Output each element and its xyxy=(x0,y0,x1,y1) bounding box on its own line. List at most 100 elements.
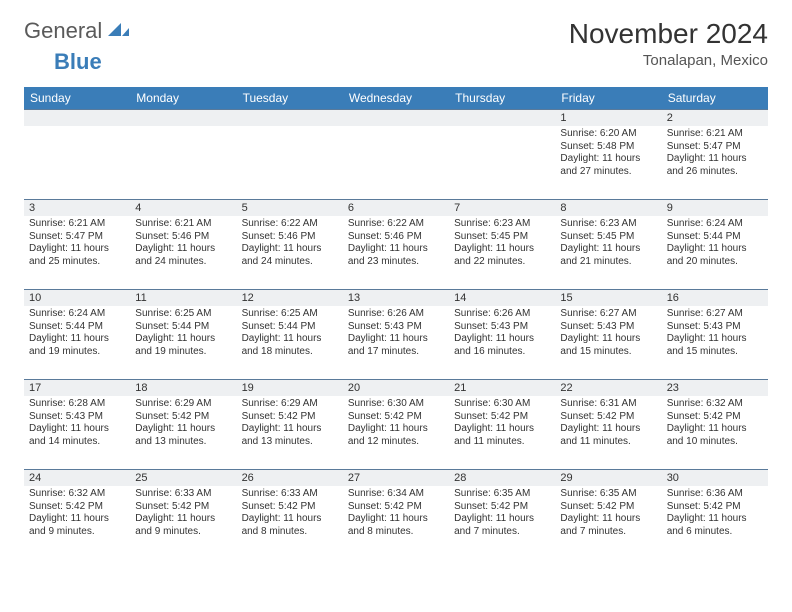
calendar-cell xyxy=(237,110,343,200)
sunset-text: Sunset: 5:42 PM xyxy=(667,501,763,514)
calendar-cell: 11Sunrise: 6:25 AMSunset: 5:44 PMDayligh… xyxy=(130,290,236,380)
calendar-cell: 17Sunrise: 6:28 AMSunset: 5:43 PMDayligh… xyxy=(24,380,130,470)
daylight-text: Daylight: 11 hours and 9 minutes. xyxy=(135,513,231,538)
sunset-text: Sunset: 5:42 PM xyxy=(242,501,338,514)
calendar-cell: 26Sunrise: 6:33 AMSunset: 5:42 PMDayligh… xyxy=(237,470,343,560)
daylight-text: Daylight: 11 hours and 17 minutes. xyxy=(348,333,444,358)
daylight-text: Daylight: 11 hours and 15 minutes. xyxy=(560,333,656,358)
day-data: Sunrise: 6:35 AMSunset: 5:42 PMDaylight:… xyxy=(555,486,661,542)
logo-triangle-icon xyxy=(108,21,130,42)
sunset-text: Sunset: 5:43 PM xyxy=(667,321,763,334)
sunset-text: Sunset: 5:42 PM xyxy=(560,411,656,424)
day-data: Sunrise: 6:29 AMSunset: 5:42 PMDaylight:… xyxy=(237,396,343,452)
sunset-text: Sunset: 5:43 PM xyxy=(29,411,125,424)
day-number xyxy=(24,110,130,126)
day-data: Sunrise: 6:22 AMSunset: 5:46 PMDaylight:… xyxy=(237,216,343,272)
sunrise-text: Sunrise: 6:21 AM xyxy=(135,218,231,231)
location: Tonalapan, Mexico xyxy=(569,52,768,69)
day-data: Sunrise: 6:30 AMSunset: 5:42 PMDaylight:… xyxy=(343,396,449,452)
calendar-week-row: 3Sunrise: 6:21 AMSunset: 5:47 PMDaylight… xyxy=(24,200,768,290)
day-number: 29 xyxy=(555,470,661,486)
day-header: Monday xyxy=(130,87,236,110)
day-number: 8 xyxy=(555,200,661,216)
day-data: Sunrise: 6:24 AMSunset: 5:44 PMDaylight:… xyxy=(24,306,130,362)
sunrise-text: Sunrise: 6:25 AM xyxy=(135,308,231,321)
sunset-text: Sunset: 5:46 PM xyxy=(348,231,444,244)
sunrise-text: Sunrise: 6:22 AM xyxy=(348,218,444,231)
title-block: November 2024 Tonalapan, Mexico xyxy=(569,18,768,69)
day-number: 6 xyxy=(343,200,449,216)
calendar-cell: 22Sunrise: 6:31 AMSunset: 5:42 PMDayligh… xyxy=(555,380,661,470)
sunrise-text: Sunrise: 6:30 AM xyxy=(454,398,550,411)
calendar-cell: 19Sunrise: 6:29 AMSunset: 5:42 PMDayligh… xyxy=(237,380,343,470)
day-number: 21 xyxy=(449,380,555,396)
sunrise-text: Sunrise: 6:29 AM xyxy=(242,398,338,411)
sunset-text: Sunset: 5:42 PM xyxy=(560,501,656,514)
daylight-text: Daylight: 11 hours and 25 minutes. xyxy=(29,243,125,268)
logo: General xyxy=(24,18,132,44)
day-number: 13 xyxy=(343,290,449,306)
calendar-cell: 21Sunrise: 6:30 AMSunset: 5:42 PMDayligh… xyxy=(449,380,555,470)
sunrise-text: Sunrise: 6:33 AM xyxy=(135,488,231,501)
daylight-text: Daylight: 11 hours and 21 minutes. xyxy=(560,243,656,268)
sunrise-text: Sunrise: 6:32 AM xyxy=(667,398,763,411)
day-data: Sunrise: 6:35 AMSunset: 5:42 PMDaylight:… xyxy=(449,486,555,542)
day-number xyxy=(237,110,343,126)
sunrise-text: Sunrise: 6:30 AM xyxy=(348,398,444,411)
daylight-text: Daylight: 11 hours and 19 minutes. xyxy=(29,333,125,358)
day-data: Sunrise: 6:27 AMSunset: 5:43 PMDaylight:… xyxy=(662,306,768,362)
sunset-text: Sunset: 5:42 PM xyxy=(29,501,125,514)
calendar-cell: 8Sunrise: 6:23 AMSunset: 5:45 PMDaylight… xyxy=(555,200,661,290)
day-number: 10 xyxy=(24,290,130,306)
day-number: 17 xyxy=(24,380,130,396)
day-number: 4 xyxy=(130,200,236,216)
calendar-cell: 7Sunrise: 6:23 AMSunset: 5:45 PMDaylight… xyxy=(449,200,555,290)
day-header: Friday xyxy=(555,87,661,110)
calendar-cell: 12Sunrise: 6:25 AMSunset: 5:44 PMDayligh… xyxy=(237,290,343,380)
sunset-text: Sunset: 5:42 PM xyxy=(667,411,763,424)
day-number: 22 xyxy=(555,380,661,396)
daylight-text: Daylight: 11 hours and 11 minutes. xyxy=(560,423,656,448)
day-data: Sunrise: 6:33 AMSunset: 5:42 PMDaylight:… xyxy=(237,486,343,542)
sunrise-text: Sunrise: 6:35 AM xyxy=(454,488,550,501)
calendar-cell: 16Sunrise: 6:27 AMSunset: 5:43 PMDayligh… xyxy=(662,290,768,380)
daylight-text: Daylight: 11 hours and 14 minutes. xyxy=(29,423,125,448)
calendar-week-row: 10Sunrise: 6:24 AMSunset: 5:44 PMDayligh… xyxy=(24,290,768,380)
calendar-week-row: 17Sunrise: 6:28 AMSunset: 5:43 PMDayligh… xyxy=(24,380,768,470)
daylight-text: Daylight: 11 hours and 26 minutes. xyxy=(667,153,763,178)
day-number: 30 xyxy=(662,470,768,486)
sunset-text: Sunset: 5:46 PM xyxy=(135,231,231,244)
calendar-cell: 5Sunrise: 6:22 AMSunset: 5:46 PMDaylight… xyxy=(237,200,343,290)
day-header: Saturday xyxy=(662,87,768,110)
sunset-text: Sunset: 5:44 PM xyxy=(29,321,125,334)
day-number: 28 xyxy=(449,470,555,486)
month-title: November 2024 xyxy=(569,18,768,50)
sunrise-text: Sunrise: 6:36 AM xyxy=(667,488,763,501)
sunrise-text: Sunrise: 6:28 AM xyxy=(29,398,125,411)
day-data: Sunrise: 6:23 AMSunset: 5:45 PMDaylight:… xyxy=(555,216,661,272)
day-data: Sunrise: 6:21 AMSunset: 5:47 PMDaylight:… xyxy=(662,126,768,182)
daylight-text: Daylight: 11 hours and 8 minutes. xyxy=(348,513,444,538)
sunrise-text: Sunrise: 6:21 AM xyxy=(667,128,763,141)
calendar-week-row: 24Sunrise: 6:32 AMSunset: 5:42 PMDayligh… xyxy=(24,470,768,560)
day-data: Sunrise: 6:21 AMSunset: 5:46 PMDaylight:… xyxy=(130,216,236,272)
daylight-text: Daylight: 11 hours and 12 minutes. xyxy=(348,423,444,448)
sunset-text: Sunset: 5:44 PM xyxy=(242,321,338,334)
day-data: Sunrise: 6:23 AMSunset: 5:45 PMDaylight:… xyxy=(449,216,555,272)
header: General November 2024 Tonalapan, Mexico xyxy=(24,18,768,69)
sunset-text: Sunset: 5:43 PM xyxy=(454,321,550,334)
day-data: Sunrise: 6:28 AMSunset: 5:43 PMDaylight:… xyxy=(24,396,130,452)
sunset-text: Sunset: 5:42 PM xyxy=(348,501,444,514)
daylight-text: Daylight: 11 hours and 22 minutes. xyxy=(454,243,550,268)
day-header-row: Sunday Monday Tuesday Wednesday Thursday… xyxy=(24,87,768,110)
daylight-text: Daylight: 11 hours and 27 minutes. xyxy=(560,153,656,178)
day-number xyxy=(449,110,555,126)
sunrise-text: Sunrise: 6:20 AM xyxy=(560,128,656,141)
sunrise-text: Sunrise: 6:26 AM xyxy=(348,308,444,321)
daylight-text: Daylight: 11 hours and 6 minutes. xyxy=(667,513,763,538)
calendar-cell: 14Sunrise: 6:26 AMSunset: 5:43 PMDayligh… xyxy=(449,290,555,380)
day-data: Sunrise: 6:30 AMSunset: 5:42 PMDaylight:… xyxy=(449,396,555,452)
sunrise-text: Sunrise: 6:23 AM xyxy=(560,218,656,231)
calendar-cell xyxy=(343,110,449,200)
day-number: 11 xyxy=(130,290,236,306)
